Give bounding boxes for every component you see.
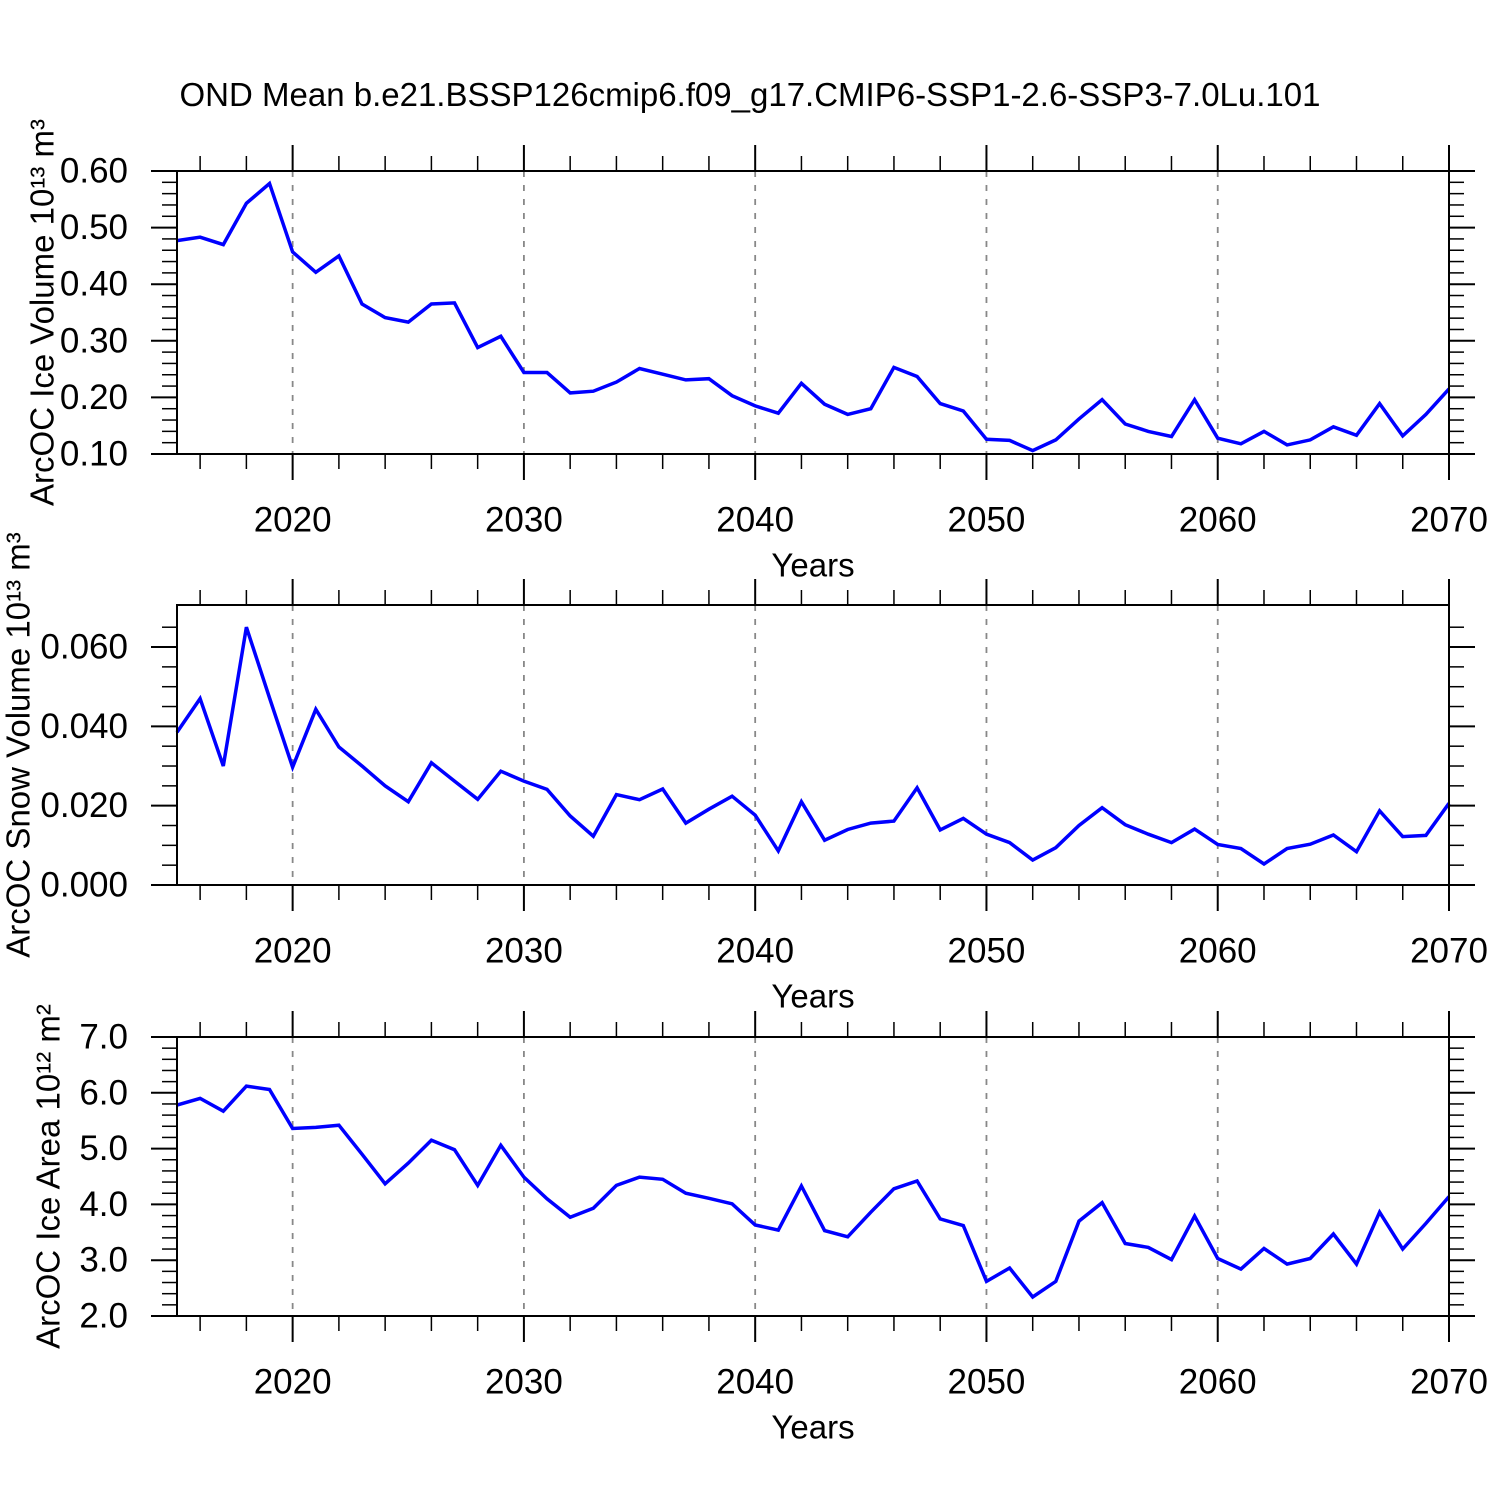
x-tick-labels: 2020 2030 2040 2050 2060 2070 bbox=[254, 501, 1488, 540]
x-tick-label: 2050 bbox=[948, 1363, 1026, 1402]
y-tick-label: 0.060 bbox=[40, 628, 128, 667]
panel-snow-volume: 2020 2030 2040 2050 2060 20700.0000.0200.0400… bbox=[0, 532, 1488, 1014]
x-tick-label: 2060 bbox=[1179, 1363, 1257, 1402]
x-tick-label: 2040 bbox=[716, 932, 794, 971]
x-tick-label: 2050 bbox=[948, 501, 1026, 540]
y-tick-label: 0.50 bbox=[60, 208, 128, 247]
y-tick-labels: 0.000 0.020 0.040 0.060 bbox=[40, 628, 128, 905]
y-axis-title-ice-volume: ArcOC Ice Volume 10¹³ m³ bbox=[24, 119, 61, 506]
gridlines bbox=[291, 605, 1219, 885]
y-tick-label: 7.0 bbox=[79, 1018, 128, 1057]
y-tick-label: 0.40 bbox=[60, 265, 128, 304]
series-line-ice-volume bbox=[176, 180, 1451, 453]
panel-ice-volume: 2020 2030 2040 2050 2060 2070 0.10 0.20 0.30 0.40… bbox=[24, 119, 1488, 583]
ticks bbox=[151, 145, 1475, 480]
x-tick-label: 2060 bbox=[1179, 932, 1257, 971]
x-tick-label: 2020 bbox=[254, 932, 332, 971]
x-tick-label: 2070 bbox=[1410, 932, 1488, 971]
gridlines bbox=[291, 1037, 1219, 1316]
x-tick-label: 2040 bbox=[716, 501, 794, 540]
y-tick-label: 0.040 bbox=[40, 707, 128, 746]
x-tick-label: 2030 bbox=[485, 1363, 563, 1402]
plot-frame bbox=[176, 1036, 1450, 1317]
x-tick-label: 2050 bbox=[948, 932, 1026, 971]
y-tick-label: 6.0 bbox=[79, 1073, 128, 1112]
y-axis-title-snow-volume: ArcOC Snow Volume 10¹³ m³ bbox=[0, 532, 37, 957]
x-tick-label: 2030 bbox=[485, 501, 563, 540]
x-tick-label: 2020 bbox=[254, 1363, 332, 1402]
x-tick-label: 2060 bbox=[1179, 501, 1257, 540]
y-tick-labels: 0.10 0.20 0.30 0.40 0.50 0.60 bbox=[60, 152, 128, 474]
y-tick-label: 0.000 bbox=[40, 866, 128, 905]
x-axis-title-ice-area: Years bbox=[771, 1409, 854, 1446]
x-axis-title-ice-volume: Years bbox=[771, 547, 854, 584]
plot-frame bbox=[176, 604, 1450, 886]
series-line-snow-volume bbox=[175, 626, 1451, 867]
ticks bbox=[151, 1011, 1475, 1342]
panel-ice-area: 2020 2030 2040 2050 2060 2070 2.0 3.0 4.0 5.0 6.0 7… bbox=[30, 1004, 1488, 1445]
gridlines bbox=[291, 171, 1219, 454]
y-tick-label: 0.60 bbox=[60, 152, 128, 191]
y-tick-label: 2.0 bbox=[79, 1297, 128, 1336]
chart-title: OND Mean b.e21.BSSP126cmip6.f09_g17.CMIP… bbox=[179, 76, 1321, 113]
y-tick-labels: 2.0 3.0 4.0 5.0 6.0 7.0 bbox=[79, 1018, 128, 1336]
x-axis-title-snow-volume: Years bbox=[771, 978, 854, 1015]
y-tick-label: 0.30 bbox=[60, 321, 128, 360]
x-tick-labels: 2020 2030 2040 2050 2060 2070 bbox=[254, 1363, 1488, 1402]
y-tick-label: 3.0 bbox=[79, 1241, 128, 1280]
x-tick-labels: 2020 2030 2040 2050 2060 2070 bbox=[254, 932, 1488, 971]
y-tick-label: 0.020 bbox=[40, 786, 128, 825]
y-tick-label: 5.0 bbox=[79, 1129, 128, 1168]
plot-frame bbox=[176, 170, 1450, 455]
x-tick-label: 2020 bbox=[254, 501, 332, 540]
y-axis-title-ice-area: ArcOC Ice Area 10¹² m² bbox=[30, 1004, 67, 1349]
y-tick-label: 0.10 bbox=[60, 435, 128, 474]
ticks bbox=[151, 579, 1475, 911]
x-tick-label: 2040 bbox=[716, 1363, 794, 1402]
x-tick-label: 2070 bbox=[1410, 1363, 1488, 1402]
x-tick-label: 2070 bbox=[1410, 501, 1488, 540]
y-tick-label: 0.20 bbox=[60, 378, 128, 417]
series-line-ice-area bbox=[176, 1084, 1451, 1300]
x-tick-label: 2030 bbox=[485, 932, 563, 971]
y-tick-label: 4.0 bbox=[79, 1185, 128, 1224]
